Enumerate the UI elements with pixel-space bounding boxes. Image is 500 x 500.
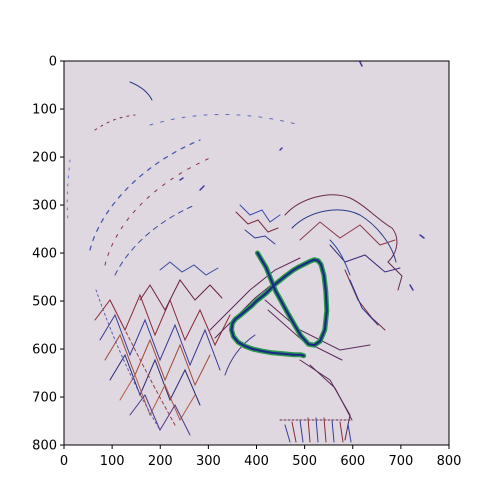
arc-top-small — [129, 81, 153, 101]
x-tick-label: 300 — [196, 454, 221, 469]
scatter-dots-texture — [179, 61, 425, 291]
y-tick-label: 500 — [32, 295, 57, 310]
arc-left-outer — [89, 139, 201, 251]
x-tick-label: 600 — [340, 454, 365, 469]
y-tick-label: 0 — [49, 55, 57, 70]
x-tick-label: 700 — [388, 454, 413, 469]
y-tick-label: 800 — [32, 439, 57, 454]
x-tick-label: 800 — [437, 454, 462, 469]
x-tick-label: 500 — [292, 454, 317, 469]
upper-right-texture — [235, 194, 403, 331]
x-axis: 0 100 200 300 400 500 600 700 800 — [60, 445, 462, 469]
lower-left-texture — [94, 261, 231, 436]
y-tick-label: 200 — [32, 151, 57, 166]
arc-top — [149, 114, 301, 126]
x-tick-label: 200 — [148, 454, 173, 469]
y-tick-label: 700 — [32, 391, 57, 406]
bottom-stripes-texture — [279, 417, 353, 443]
x-tick-label: 100 — [100, 454, 125, 469]
y-tick-label: 300 — [32, 199, 57, 214]
x-tick-label: 400 — [244, 454, 269, 469]
arc-upper-left — [94, 114, 136, 131]
y-axis: 0 100 200 300 400 500 600 700 800 — [32, 55, 64, 454]
y-tick-label: 100 — [32, 103, 57, 118]
x-tick-label: 0 — [60, 454, 68, 469]
arc-mid-left — [114, 204, 196, 276]
overlay-curve — [230, 251, 328, 357]
y-tick-label: 400 — [32, 247, 57, 262]
arc-left-inner — [104, 157, 211, 266]
y-tick-label: 600 — [32, 343, 57, 358]
